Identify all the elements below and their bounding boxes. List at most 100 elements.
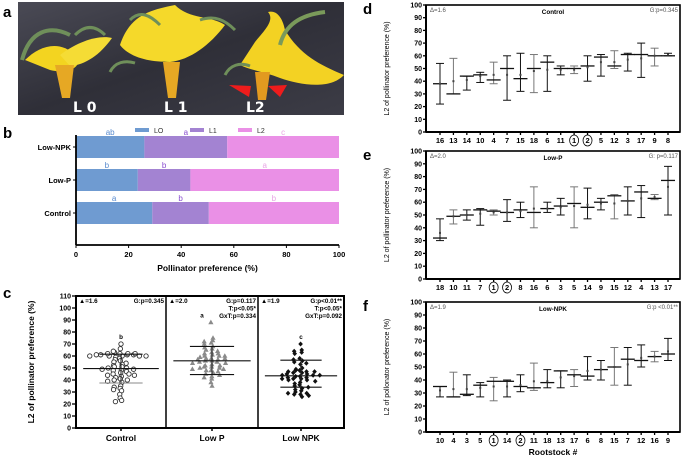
median-marker	[532, 70, 535, 73]
median-marker	[586, 203, 589, 206]
x-tick-label: 9	[599, 283, 603, 292]
median-marker	[452, 215, 455, 218]
x-tick-label: 13	[650, 283, 658, 292]
data-point	[104, 372, 111, 378]
median-marker	[465, 214, 468, 216]
data-point	[201, 338, 207, 344]
y-tick-label: 0	[418, 430, 422, 437]
data-point	[197, 365, 203, 370]
median-marker	[573, 375, 576, 378]
y-tick-label: 10	[414, 417, 422, 424]
y-tick-label: 0	[418, 130, 422, 137]
flower-l1	[108, 5, 237, 98]
x-tick-label: 80	[282, 250, 290, 259]
median-marker	[465, 388, 468, 391]
stat-label: G: p=0.117	[649, 154, 679, 160]
y-tick-label: 60	[414, 53, 422, 60]
stat-label: G:p=0.345	[134, 298, 165, 305]
category-label: Low-P	[49, 176, 72, 185]
flower-l2	[223, 10, 344, 100]
y-tick-label: 40	[414, 225, 422, 232]
group-label: Low NPK	[282, 433, 320, 443]
median-marker	[546, 68, 549, 71]
group-label: Control	[106, 433, 136, 443]
y-tick-label: 40	[414, 79, 422, 86]
y-tick-label: 30	[414, 91, 422, 98]
y-tick-label: 10	[414, 264, 422, 271]
panel-d-errorbar: 0 10 20 30 40 50 60 70 80 90 100 L2 of pollinator p…	[384, 3, 681, 147]
data-point	[285, 390, 291, 396]
x-tick-label: 7	[478, 283, 482, 292]
y-tick-label: 50	[414, 365, 422, 372]
bar-segment	[227, 136, 339, 158]
data-point	[306, 393, 312, 399]
data-point	[291, 357, 296, 363]
significance-letter: a	[184, 128, 189, 137]
y-tick-label: 90	[414, 15, 422, 22]
circle-highlight	[515, 434, 526, 447]
data-point	[111, 377, 117, 383]
median-marker	[439, 82, 441, 85]
panel-label-c: c	[3, 285, 11, 302]
median-marker	[532, 207, 535, 210]
y-tick-label: 60	[63, 354, 71, 361]
delta-label: ▲=2.0	[169, 298, 188, 305]
bar-segment	[152, 202, 209, 224]
data-point	[118, 397, 125, 404]
legend-label-l2: L2	[257, 128, 265, 135]
y-tick-label: 70	[414, 187, 422, 194]
x-tick-label: 60	[230, 250, 238, 259]
x-tick-label: 4	[492, 136, 497, 145]
data-point	[291, 376, 296, 382]
legend-swatch-lo	[135, 128, 149, 132]
median-marker	[626, 199, 629, 202]
data-point	[131, 372, 138, 378]
x-tick-label: 9	[653, 136, 657, 145]
circle-highlight	[488, 281, 499, 294]
data-point	[279, 376, 285, 382]
x-tick-label: 14	[503, 436, 512, 445]
data-point	[210, 335, 216, 340]
median-marker	[452, 80, 455, 83]
data-point	[304, 377, 310, 383]
x-tick-label: 6	[585, 436, 589, 445]
y-tick-label: 30	[63, 390, 71, 397]
data-point	[310, 372, 316, 378]
delta-label: ▲=1.6	[79, 298, 98, 305]
legend-label-l1: L1	[209, 128, 217, 135]
x-tick-label: 3	[465, 436, 469, 445]
x-tick-label: 7	[505, 136, 509, 145]
median-marker	[640, 197, 643, 200]
data-point	[201, 374, 207, 380]
data-point	[143, 353, 149, 359]
significance-letter: c	[299, 334, 303, 341]
bar-segment	[208, 202, 339, 224]
y-axis-title: L2 of pollinator preference (%)	[384, 168, 391, 262]
data-point	[298, 388, 304, 394]
median-marker	[546, 380, 549, 383]
x-tick-label: 18	[543, 436, 551, 445]
bar-segment	[190, 169, 339, 191]
x-tick-label: 8	[666, 136, 670, 145]
panel-label-e: e	[363, 147, 371, 164]
significance-letter: a	[262, 161, 267, 170]
stat-label: T:p<0.05*	[315, 306, 343, 313]
x-tick-label: 12	[624, 283, 632, 292]
category-label: Low-NPK	[38, 143, 72, 152]
y-tick-label: 10	[63, 414, 71, 421]
y-tick-label: 70	[63, 342, 71, 349]
x-tick-label: 16	[650, 436, 658, 445]
x-tick-label: 15	[610, 283, 618, 292]
x-tick-label: 5	[572, 283, 576, 292]
median-marker	[626, 58, 629, 61]
y-tick-label: 50	[414, 213, 422, 220]
y-tick-label: 10	[414, 117, 422, 124]
x-tick-label: 5	[599, 136, 603, 145]
median-marker	[573, 68, 576, 71]
x-axis-title: Rootstock #	[529, 447, 578, 457]
y-tick-label: 80	[414, 174, 422, 181]
x-tick-label: 12	[610, 136, 618, 145]
data-point	[208, 340, 214, 345]
data-point	[293, 389, 298, 395]
